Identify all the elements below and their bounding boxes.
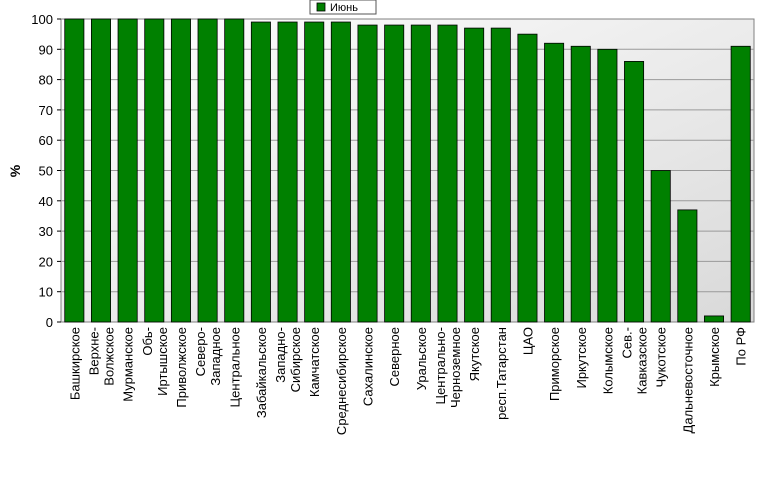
bar[interactable] bbox=[224, 18, 245, 323]
x-tick-label: Приволжское bbox=[174, 327, 189, 408]
bar[interactable] bbox=[570, 45, 591, 323]
x-tick-label: Среднесибирское bbox=[334, 327, 349, 435]
x-tick-label: ЦАО bbox=[520, 327, 535, 355]
x-tick-label: Сахалинское bbox=[361, 327, 376, 406]
bar[interactable] bbox=[730, 45, 751, 323]
x-tick-label: Якутское bbox=[467, 327, 482, 381]
bar[interactable] bbox=[250, 21, 271, 323]
y-tick-label: 30 bbox=[39, 224, 53, 239]
y-tick-label: 60 bbox=[39, 133, 53, 148]
x-tick-label: Чукотское bbox=[654, 327, 669, 388]
bar[interactable] bbox=[464, 27, 485, 323]
y-tick-label: 20 bbox=[39, 254, 53, 269]
x-tick-label: Дальневосточное bbox=[680, 327, 695, 433]
bar[interactable] bbox=[304, 21, 325, 323]
x-tick-label: Северное bbox=[387, 327, 402, 386]
bar[interactable] bbox=[624, 61, 645, 323]
y-tick-label: 0 bbox=[46, 315, 53, 330]
x-tick-label: Центральное bbox=[227, 327, 242, 407]
bar[interactable] bbox=[704, 315, 725, 323]
bar[interactable] bbox=[677, 209, 698, 323]
x-tick-label: Забайкальское bbox=[254, 327, 269, 418]
legend-box bbox=[309, 0, 377, 15]
x-tick-label: Северо- bbox=[193, 327, 208, 376]
x-tick-label: Приморское bbox=[547, 327, 562, 401]
x-tick-label: Уральское bbox=[414, 327, 429, 390]
bar[interactable] bbox=[650, 170, 671, 323]
x-tick-label: Башкирское bbox=[67, 327, 82, 400]
bar[interactable] bbox=[597, 48, 618, 323]
bar[interactable] bbox=[490, 27, 511, 323]
y-tick-label: 90 bbox=[39, 42, 53, 57]
bar[interactable] bbox=[90, 18, 111, 323]
x-tick-label: Черноземное bbox=[448, 327, 463, 408]
y-tick-label: 50 bbox=[39, 164, 53, 179]
x-tick-label: Западное bbox=[208, 327, 223, 386]
x-tick-label: Кавказское bbox=[635, 327, 650, 394]
y-tick-label: 100 bbox=[31, 12, 53, 27]
bar[interactable] bbox=[277, 21, 298, 323]
x-axis-labels: Башкирское Верхне- Волжское Мурманское Обь- И… bbox=[67, 327, 748, 435]
x-tick-label: По РФ bbox=[734, 327, 749, 366]
y-tick-label: 40 bbox=[39, 194, 53, 209]
y-axis: 0 10 20 30 40 50 60 70 80 90 100 bbox=[31, 12, 61, 330]
legend[interactable]: Июнь bbox=[309, 0, 377, 15]
legend-swatch bbox=[316, 2, 326, 12]
bar[interactable] bbox=[197, 18, 218, 323]
x-tick-label: респ.Татарстан bbox=[494, 327, 509, 420]
legend-label: Июнь bbox=[330, 2, 358, 14]
x-tick-label: Обь- bbox=[140, 327, 155, 356]
x-tick-label: Камчатское bbox=[307, 327, 322, 397]
bar[interactable] bbox=[330, 21, 351, 323]
bar[interactable] bbox=[437, 24, 458, 323]
x-tick-label: Колымское bbox=[600, 327, 615, 394]
bar[interactable] bbox=[64, 18, 85, 323]
y-axis-title: % bbox=[7, 164, 23, 177]
bars bbox=[64, 18, 751, 323]
x-tick-label: Верхне- bbox=[86, 327, 101, 375]
bar[interactable] bbox=[357, 24, 378, 323]
bar[interactable] bbox=[170, 18, 191, 323]
bar[interactable] bbox=[144, 18, 165, 323]
x-tick-label: Иртышское bbox=[155, 327, 170, 396]
bar[interactable] bbox=[517, 33, 538, 323]
bar[interactable] bbox=[410, 24, 431, 323]
y-tick-label: 70 bbox=[39, 103, 53, 118]
x-tick-label: Центрально- bbox=[433, 327, 448, 405]
x-tick-label: Сибирское bbox=[288, 327, 303, 392]
x-tick-label: Крымское bbox=[707, 327, 722, 387]
bar[interactable] bbox=[544, 42, 565, 323]
x-tick-label: Сев.- bbox=[620, 327, 635, 358]
x-tick-label: Мурманское bbox=[121, 327, 136, 402]
x-tick-label: Иркутское bbox=[574, 327, 589, 389]
x-tick-label: Волжское bbox=[101, 327, 116, 386]
bar[interactable] bbox=[117, 18, 138, 323]
y-tick-label: 10 bbox=[39, 285, 53, 300]
bar[interactable] bbox=[384, 24, 405, 323]
x-tick-label: Западно- bbox=[273, 327, 288, 383]
y-tick-label: 80 bbox=[39, 73, 53, 88]
